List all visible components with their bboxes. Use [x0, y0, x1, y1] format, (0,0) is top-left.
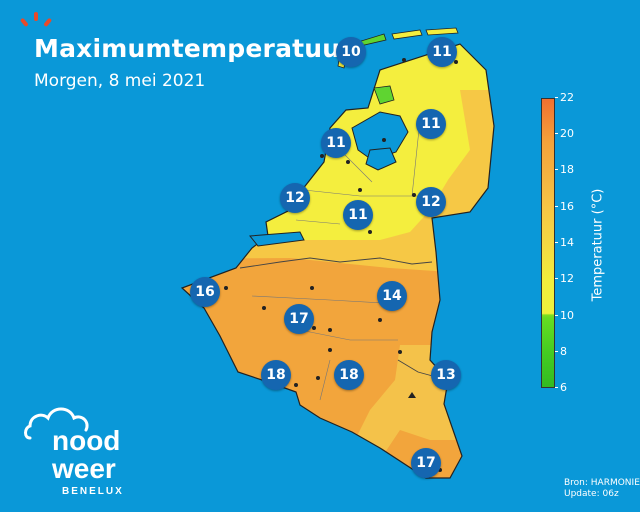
legend-tick-6: 6	[555, 381, 567, 394]
temp-label-zwolle: 11	[416, 109, 446, 139]
source-model: Bron: HARMONIE	[564, 478, 640, 488]
logo-line-3: BENELUX	[62, 486, 124, 497]
legend-tick-22: 22	[555, 91, 574, 104]
border-provinces	[251, 119, 421, 401]
temp-label-amsterdam: 11	[321, 128, 351, 158]
logo-line-1: nood	[52, 425, 120, 456]
temp-label-luxembourg: 17	[411, 448, 441, 478]
source-info: Bron: HARMONIE Update: 06z	[564, 478, 640, 500]
map-subtitle: Morgen, 8 mei 2021	[34, 71, 206, 91]
legend-tick-18: 18	[555, 163, 574, 176]
temp-label-groningen: 11	[427, 37, 457, 67]
wadden-island-2	[425, 27, 459, 36]
temp-label-brussel: 17	[284, 304, 314, 334]
zone-east-orange	[440, 90, 494, 212]
legend-title: Temperatuur (°C)	[590, 188, 606, 302]
markermeer	[365, 147, 397, 171]
legend-tick-12: 12	[555, 272, 574, 285]
legend-colorbar	[541, 98, 555, 388]
temp-label-arnhem: 12	[416, 187, 446, 217]
mountain-marker	[408, 392, 416, 398]
legend-tick-16: 16	[555, 200, 574, 213]
legend-tick-20: 20	[555, 127, 574, 140]
wadden-green-patch	[373, 85, 395, 105]
wadden-island-1	[391, 29, 423, 40]
legend-tick-8: 8	[555, 345, 567, 358]
legend-tick-14: 14	[555, 236, 574, 249]
city-dots	[224, 58, 458, 472]
legend-tick-10: 10	[555, 309, 574, 322]
logo-line-2: weer	[51, 453, 116, 484]
source-update: Update: 06z	[564, 489, 619, 499]
temp-label-eindhoven: 11	[343, 200, 373, 230]
temp-label-mons: 18	[261, 360, 291, 390]
ijsselmeer	[351, 111, 409, 161]
temp-label-rotterdam: 12	[280, 183, 310, 213]
cloud-icon	[24, 407, 89, 440]
sun-logo-icon	[20, 12, 52, 27]
temp-label-den-helder: 10	[336, 37, 366, 67]
map-title: Maximumtemperatuur	[34, 34, 353, 63]
scheldt-estuary	[249, 231, 305, 247]
noodweer-logo: nood weer BENELUX	[24, 407, 124, 497]
temp-label-namur: 18	[334, 360, 364, 390]
border-nl-be	[239, 257, 433, 269]
temp-label-oostende: 16	[190, 277, 220, 307]
temp-label-maastricht: 14	[377, 281, 407, 311]
temp-label-ardennes: 13	[431, 360, 461, 390]
